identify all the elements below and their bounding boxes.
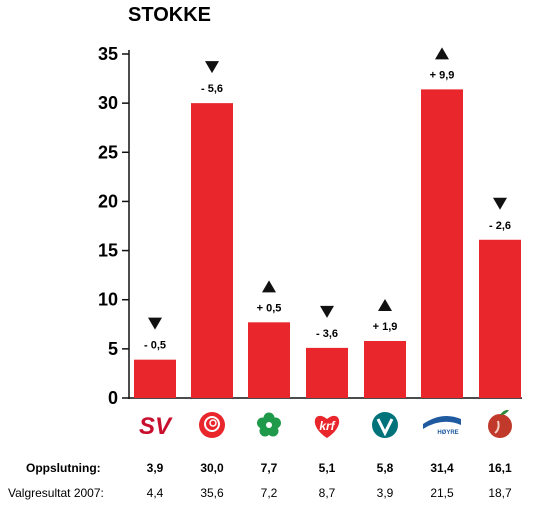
hoyre-logo-text: HØYRE	[437, 430, 458, 436]
sp-clover-leaf	[267, 425, 279, 437]
change-arrow-up	[435, 47, 449, 60]
row2-value: 35,6	[200, 486, 224, 500]
v-logo-mark	[376, 418, 394, 437]
sp-clover-center	[266, 422, 272, 428]
frp-apple-highlight	[494, 420, 500, 434]
change-label: - 5,6	[201, 83, 223, 95]
bars	[134, 89, 521, 399]
change-arrow-up	[378, 298, 392, 311]
row2-value: 3,9	[377, 486, 394, 500]
y-tick-label: 25	[98, 142, 118, 162]
frp-apple-leaf	[500, 409, 509, 415]
bar-frp	[479, 239, 521, 398]
bar-ap	[191, 103, 233, 399]
sv-logo: SV	[139, 413, 173, 440]
change-label: + 9,9	[430, 69, 455, 81]
change-arrow-down	[493, 197, 507, 210]
change-arrow-down	[320, 305, 334, 318]
row2-value: 4,4	[147, 486, 164, 500]
row1-value: 16,1	[488, 461, 512, 475]
row1-value: 31,4	[430, 461, 454, 475]
hoyre-wave-logo	[423, 415, 461, 429]
row1-value: 5,1	[319, 461, 336, 475]
y-tick-label: 35	[98, 44, 118, 64]
change-label: + 1,9	[373, 321, 398, 333]
row1-label: Oppslutning:	[26, 461, 101, 475]
bar-høyre	[421, 89, 463, 398]
results-table: Oppslutning: Valgresultat 2007: 3,9 4,4 30…	[8, 461, 512, 500]
chart-title: STOKKE	[128, 4, 211, 26]
y-tick-label: 20	[98, 191, 118, 211]
row2-value: 18,7	[488, 486, 512, 500]
v-logo	[372, 412, 398, 438]
row1-value: 7,7	[261, 461, 278, 475]
party-logos: SV krf HØYRE	[139, 409, 512, 440]
row2-value: 7,2	[261, 486, 278, 500]
change-arrow-down	[148, 317, 162, 330]
change-label: - 0,5	[144, 340, 166, 352]
ap-rose-logo	[199, 412, 225, 438]
change-label: + 0,5	[257, 302, 282, 314]
bar-krf	[306, 347, 348, 398]
y-tick-label: 5	[108, 339, 118, 359]
frp-apple-logo	[488, 414, 512, 438]
bar-v	[364, 340, 406, 398]
ap-rose-petal	[204, 416, 220, 432]
bar-sv	[134, 359, 176, 398]
row1-value: 5,8	[377, 461, 394, 475]
row2-label: Valgresultat 2007:	[8, 486, 104, 500]
y-tick-label: 30	[98, 93, 118, 113]
row2-value: 21,5	[430, 486, 454, 500]
change-label: - 3,6	[316, 328, 338, 340]
krf-heart-logo	[314, 415, 340, 438]
bar-sp	[248, 322, 290, 398]
ap-rose-center	[209, 419, 217, 427]
change-labels: - 0,5 - 5,6 + 0,5 - 3,6 + 1,9 + 9,9 - 2,6	[144, 47, 511, 352]
row2-value: 8,7	[319, 486, 336, 500]
change-arrow-up	[262, 280, 276, 293]
y-tick-label: 15	[98, 241, 118, 261]
y-tick-label: 0	[108, 388, 118, 408]
row1-value: 3,9	[147, 461, 164, 475]
row1-value: 30,0	[200, 461, 224, 475]
y-tick-label: 10	[98, 290, 118, 310]
krf-logo-text: krf	[319, 419, 335, 433]
change-label: - 2,6	[489, 220, 511, 232]
sp-clover-leaf	[257, 417, 268, 429]
change-arrow-down	[205, 61, 219, 74]
